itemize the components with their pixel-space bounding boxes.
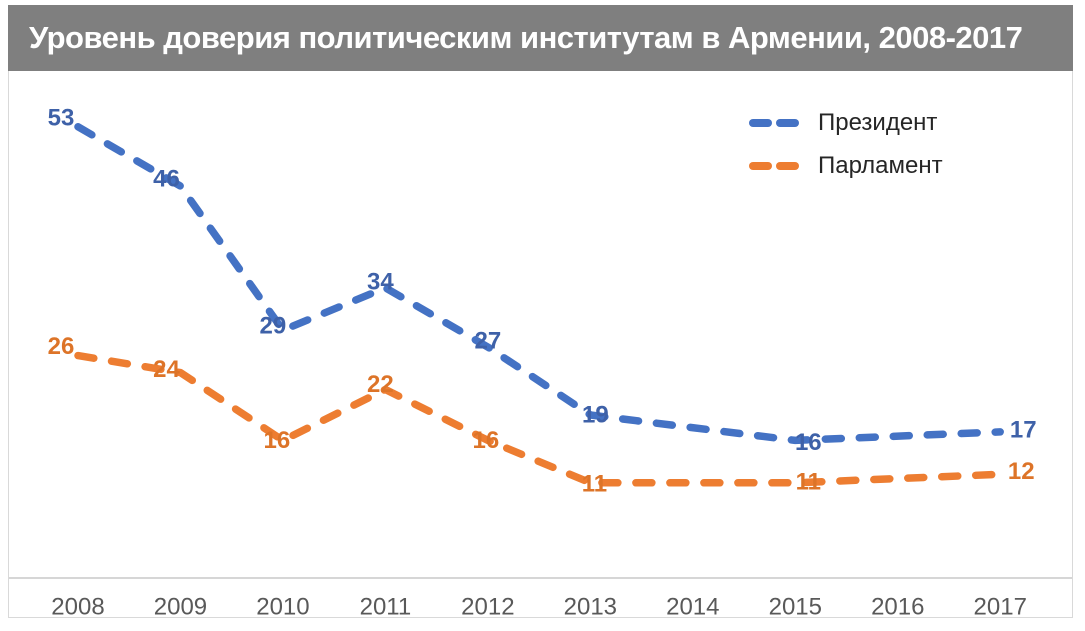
data-label-2017-president: 17 <box>1010 416 1037 443</box>
data-label-2009-parliament: 24 <box>153 356 180 383</box>
legend-label: Парламент <box>818 152 943 179</box>
data-label-2008-parliament: 26 <box>48 333 75 360</box>
legend-item: Парламент <box>748 152 943 179</box>
data-label-2013-president: 19 <box>582 402 609 429</box>
series-line-president <box>74 123 1004 445</box>
data-label-2015-president: 16 <box>795 429 822 456</box>
legend-dash-icon <box>749 162 799 170</box>
data-label-2011-parliament: 22 <box>367 371 394 398</box>
data-label-2015-parliament: 11 <box>796 468 821 495</box>
data-label-2011-president: 34 <box>367 268 394 295</box>
x-axis-label-2012: 2012 <box>461 594 514 621</box>
data-label-2009-president: 46 <box>153 166 180 193</box>
data-label-2017-parliament: 12 <box>1008 458 1035 485</box>
x-axis-label-2010: 2010 <box>256 594 309 621</box>
x-axis-label-2017: 2017 <box>974 594 1027 621</box>
x-axis-label-2015: 2015 <box>769 594 822 621</box>
data-label-2012-president: 27 <box>475 328 502 355</box>
chart-frame <box>8 5 1073 618</box>
x-axis-label-2013: 2013 <box>564 594 617 621</box>
x-axis-label-2016: 2016 <box>871 594 924 621</box>
x-axis-label-2014: 2014 <box>666 594 719 621</box>
legend-label: Президент <box>818 109 938 136</box>
legend: Президент Парламент <box>748 109 943 179</box>
legend-item: Президент <box>748 109 943 136</box>
x-axis-label-2009: 2009 <box>154 594 207 621</box>
data-label-2013-parliament: 11 <box>582 470 607 497</box>
legend-dash-icon <box>749 119 799 127</box>
data-label-2010-parliament: 16 <box>264 427 291 454</box>
series-line-parliament <box>74 351 1004 487</box>
x-axis-label-2008: 2008 <box>51 594 104 621</box>
chart-title-bar: Уровень доверия политическим институтам … <box>8 5 1073 71</box>
x-axis-label-2011: 2011 <box>360 594 412 621</box>
data-label-2012-parliament: 16 <box>473 427 500 454</box>
data-label-2010-president: 29 <box>260 313 287 340</box>
data-label-2008-president: 53 <box>48 104 75 131</box>
chart-title: Уровень доверия политическим институтам … <box>29 20 1023 55</box>
